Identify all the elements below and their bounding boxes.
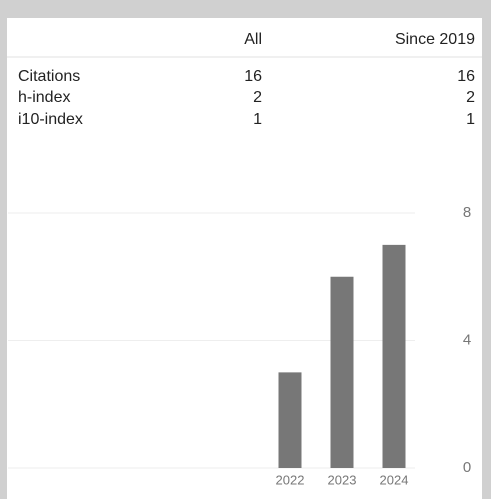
column-header: Since 2019 [395, 31, 475, 48]
row-label: h-index [18, 89, 70, 106]
y-tick-label: 4 [463, 331, 471, 348]
row-label: Citations [18, 68, 80, 85]
x-tick-label: 2024 [380, 472, 409, 487]
bar [278, 372, 302, 468]
x-tick-label: 2022 [276, 472, 305, 487]
bar [382, 244, 406, 468]
cell-value: 1 [466, 111, 475, 128]
panel [7, 18, 482, 499]
y-tick-label: 0 [463, 459, 471, 476]
bar [330, 276, 354, 468]
column-header: All [244, 31, 262, 48]
x-tick-label: 2023 [328, 472, 357, 487]
cell-value: 2 [466, 89, 475, 106]
cell-value: 2 [253, 89, 262, 106]
y-tick-label: 8 [463, 204, 471, 221]
row-label: i10-index [18, 111, 83, 128]
cell-value: 16 [244, 68, 262, 85]
cell-value: 16 [457, 68, 475, 85]
cell-value: 1 [253, 111, 262, 128]
